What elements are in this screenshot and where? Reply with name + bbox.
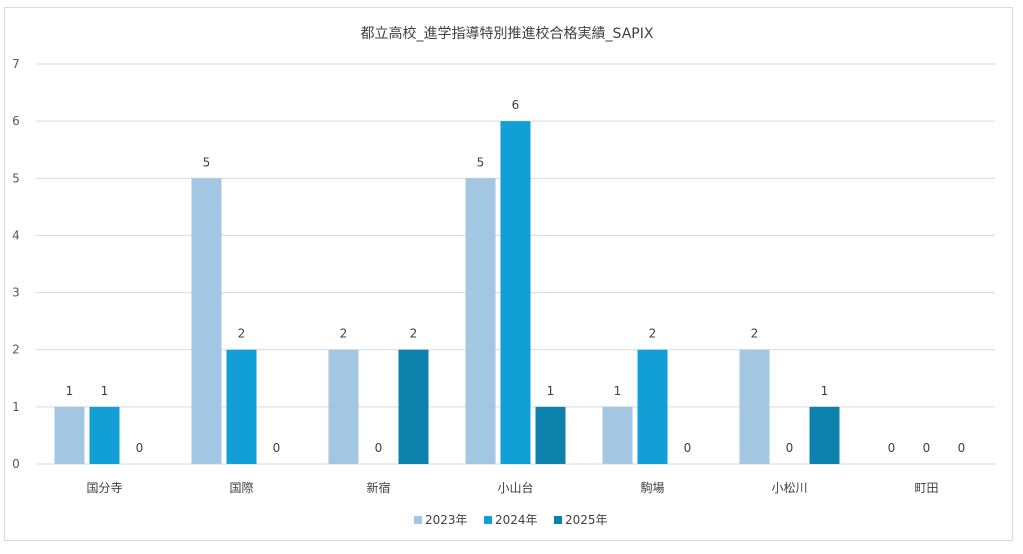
data-label: 1 [821,384,829,398]
y-tick-label: 6 [12,114,20,128]
data-label: 0 [786,441,794,455]
bar [739,349,770,464]
legend-label: 2025年 [565,513,608,527]
y-tick-label: 2 [12,343,20,357]
legend-swatch [414,516,422,524]
bar [535,406,566,464]
data-label: 2 [751,327,759,341]
bar [465,178,496,465]
bar [809,406,840,464]
y-axis-ticks: 0 1 2 3 4 5 6 7 [12,57,20,471]
legend: 2023年 2024年 2025年 [414,513,608,527]
data-label: 0 [888,441,896,455]
category-label: 国際 [229,481,253,495]
legend-swatch [554,516,562,524]
bar [226,349,257,464]
bar [637,349,668,464]
data-label: 1 [66,384,74,398]
category-label: 駒場 [640,481,664,495]
y-tick-label: 3 [12,286,20,300]
data-label: 1 [101,384,109,398]
data-label: 0 [684,441,692,455]
category-label: 新宿 [366,480,390,495]
category-label: 小松川 [771,481,807,495]
data-label: 1 [614,384,622,398]
bar [602,406,633,464]
data-label: 1 [547,384,555,398]
y-tick-label: 0 [12,457,20,471]
data-label: 2 [238,327,246,341]
data-label: 0 [375,441,383,455]
x-axis-categories: 国分寺 国際 新宿 小山台 駒場 小松川 町田 [86,480,938,495]
category-label: 小山台 [497,480,533,495]
data-label: 5 [203,155,211,169]
data-label: 0 [923,441,931,455]
y-tick-label: 5 [12,171,20,185]
bar [398,349,429,464]
bar [191,178,222,465]
data-label: 0 [958,441,966,455]
data-label: 5 [477,155,485,169]
data-label: 0 [136,441,144,455]
data-labels: 1 1 0 5 2 0 2 0 2 5 6 1 1 2 0 2 0 1 0 0 0 [66,98,966,455]
chart-title: 都立高校_進学指導特別推進校合格実績_SAPIX [361,25,654,42]
y-tick-label: 4 [12,228,20,242]
y-tick-label: 1 [12,400,20,414]
y-tick-label: 7 [12,57,20,71]
data-label: 2 [340,327,348,341]
bar [89,406,120,464]
category-label: 国分寺 [86,481,122,495]
data-label: 2 [649,327,657,341]
category-label: 町田 [914,481,938,495]
bar [500,121,531,465]
data-label: 6 [512,98,520,112]
legend-label: 2023年 [425,513,468,527]
bar [54,406,85,464]
legend-swatch [484,516,492,524]
legend-label: 2024年 [495,513,538,527]
bars [54,121,840,465]
bar [328,349,359,464]
data-label: 0 [273,441,281,455]
data-label: 2 [410,327,418,341]
